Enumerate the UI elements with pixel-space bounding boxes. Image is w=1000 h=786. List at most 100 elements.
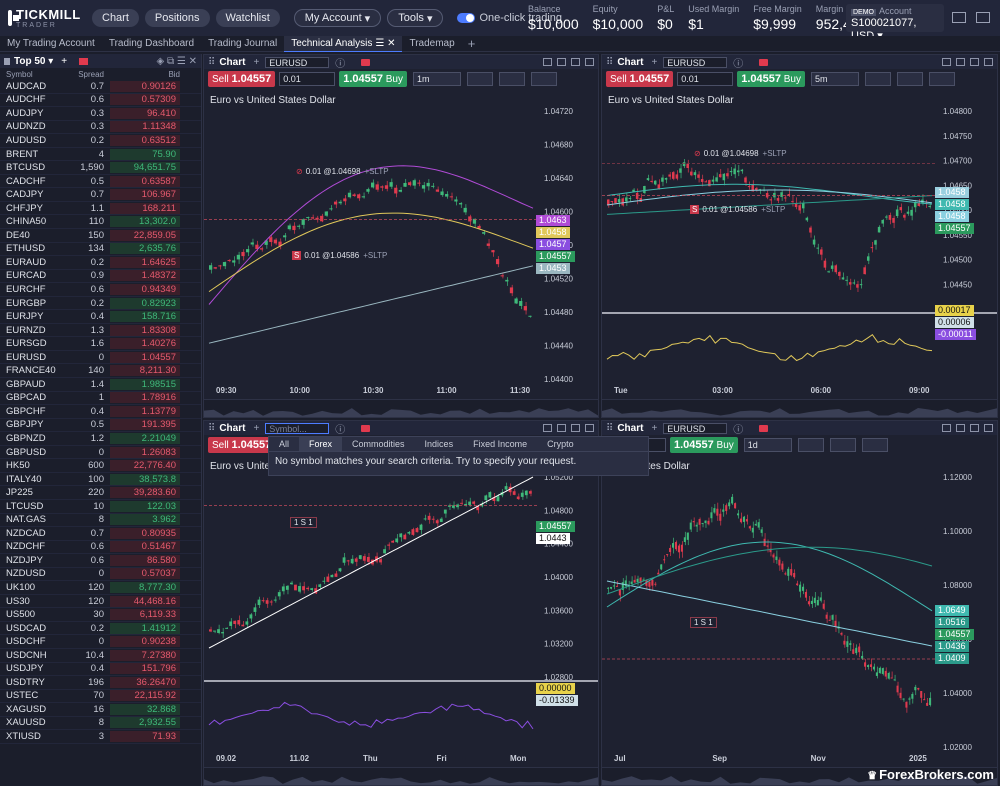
drawing-icon[interactable] xyxy=(929,72,955,86)
link-icon[interactable] xyxy=(942,58,951,66)
record-icon[interactable] xyxy=(361,58,371,66)
watchlist-row[interactable]: LTCUSD 10 122.03 xyxy=(0,500,201,514)
watchlist-row[interactable]: BTCUSD 1,590 94,651.75 xyxy=(0,161,201,175)
timeframe-select[interactable]: 1d xyxy=(743,438,792,452)
watchlist-row[interactable]: ETHUSD 134 2,635.76 xyxy=(0,243,201,257)
indicator-icon[interactable] xyxy=(897,72,923,86)
close-icon[interactable] xyxy=(585,424,594,432)
link-icon[interactable] xyxy=(543,58,552,66)
search-tab-crypto[interactable]: Crypto xyxy=(547,439,574,449)
tab-menu-icon[interactable]: ☰ ✕ xyxy=(375,37,396,49)
add-chart-icon[interactable]: + xyxy=(651,422,658,434)
tab-trading-dashboard[interactable]: Trading Dashboard xyxy=(108,38,195,49)
buy-button[interactable]: 1.04557 Buy xyxy=(737,71,805,87)
watchlist-row[interactable]: NAT.GAS 8 3.962 xyxy=(0,514,201,528)
timeframe-select[interactable]: 5m xyxy=(811,72,859,86)
info-icon[interactable]: ⓘ xyxy=(733,424,744,436)
symbol-input[interactable]: EURUSD xyxy=(265,56,330,68)
drag-icon[interactable]: ⠿ xyxy=(208,422,216,434)
chart-type-icon[interactable] xyxy=(797,438,824,452)
drag-icon[interactable]: ⠿ xyxy=(606,422,614,434)
drag-icon[interactable]: ⠿ xyxy=(606,56,614,68)
watchlist-row[interactable]: NZDUSD 0 0.57037 xyxy=(0,568,201,582)
watchlist-row[interactable]: USDCAD 0.2 1.41912 xyxy=(0,622,201,636)
positions-button[interactable]: Positions xyxy=(144,9,210,27)
search-tab-fixed-income[interactable]: Fixed Income xyxy=(473,439,528,449)
watchlist-row[interactable]: EURJPY 0.4 158.716 xyxy=(0,310,201,324)
chart-type-icon[interactable] xyxy=(467,72,493,86)
fullscreen-icon[interactable] xyxy=(976,12,990,23)
add-tab-icon[interactable]: + xyxy=(467,36,476,51)
record-icon[interactable] xyxy=(759,58,769,66)
tab-trademap[interactable]: Trademap xyxy=(409,38,455,49)
settings-icon[interactable]: ◈ ⧉ ☰ ✕ xyxy=(156,55,197,67)
search-tab-commodities[interactable]: Commodities xyxy=(352,439,405,449)
indicator-icon[interactable] xyxy=(499,72,525,86)
watchlist-row[interactable]: NZDJPY 0.6 86.580 xyxy=(0,554,201,568)
watchlist-row[interactable]: GBPCHF 0.4 1.13779 xyxy=(0,405,201,419)
price-chart[interactable]: 1.120001.100001.080001.060001.040001.020… xyxy=(602,457,997,767)
menu-icon[interactable] xyxy=(970,424,979,432)
copy-icon[interactable] xyxy=(557,424,566,432)
watchlist-row[interactable]: AUDUSD 0.2 0.63512 xyxy=(0,134,201,148)
record-icon[interactable] xyxy=(361,424,371,432)
watchlist-row[interactable]: XAUUSD 8 2,932.55 xyxy=(0,717,201,731)
watchlist-row[interactable]: EURAUD 0.2 1.64625 xyxy=(0,256,201,270)
menu-icon[interactable] xyxy=(970,58,979,66)
watchlist-row[interactable]: UK100 120 8,777.30 xyxy=(0,581,201,595)
my-account-dropdown[interactable]: My Account ▾ xyxy=(293,9,382,27)
watchlist-row[interactable]: USDCNH 10.4 7.27380 xyxy=(0,649,201,663)
menu-icon[interactable] xyxy=(571,58,580,66)
watchlist-row[interactable]: CADCHF 0.5 0.63587 xyxy=(0,175,201,189)
buy-button[interactable]: 1.04557 Buy xyxy=(339,71,407,87)
chart-button[interactable]: Chart xyxy=(92,9,139,27)
symbol-input[interactable]: EURUSD xyxy=(663,56,728,68)
watchlist-row[interactable]: CADJPY 0.7 106.967 xyxy=(0,188,201,202)
link-icon[interactable] xyxy=(543,424,552,432)
position-tag[interactable]: S 0.01 @1.04586 +SLTP xyxy=(292,251,388,260)
link-icon[interactable] xyxy=(942,424,951,432)
watchlist-row[interactable]: EURSGD 1.6 1.40276 xyxy=(0,337,201,351)
price-chart[interactable]: 1.05200 1.04800 1.04400 1.04000 1.03600 1.032… xyxy=(204,457,598,767)
navigator-bar[interactable] xyxy=(602,767,997,785)
watchlist-row[interactable]: US500 30 6,119.33 xyxy=(0,608,201,622)
flag-icon[interactable] xyxy=(79,57,89,65)
info-icon[interactable]: ⓘ xyxy=(733,58,744,70)
watchlist-title[interactable]: Top 50 xyxy=(14,55,46,67)
watchlist-row[interactable]: EURUSD 0 1.04557 xyxy=(0,351,201,365)
watchlist-row[interactable]: DE40 150 22,859.05 xyxy=(0,229,201,243)
watchlist-row[interactable]: EURCAD 0.9 1.48372 xyxy=(0,270,201,284)
watchlist-row[interactable]: BRENT 4 75.90 xyxy=(0,148,201,162)
navigator-bar[interactable] xyxy=(602,399,997,417)
watchlist-row[interactable]: GBPNZD 1.2 2.21049 xyxy=(0,432,201,446)
search-tab-indices[interactable]: Indices xyxy=(424,439,454,449)
watchlist-row[interactable]: US30 120 44,468.16 xyxy=(0,595,201,609)
copy-icon[interactable] xyxy=(956,58,965,66)
watchlist-button[interactable]: Watchlist xyxy=(215,9,280,27)
copy-icon[interactable] xyxy=(557,58,566,66)
watchlist-row[interactable]: AUDCAD 0.7 0.90126 xyxy=(0,80,201,94)
watchlist-row[interactable]: USDJPY 0.4 151.796 xyxy=(0,663,201,677)
lot-size-select[interactable]: 0.01 xyxy=(677,72,734,86)
watchlist-row[interactable]: CHFJPY 1.1 168.211 xyxy=(0,202,201,216)
add-chart-icon[interactable]: + xyxy=(253,56,260,68)
close-icon[interactable] xyxy=(984,424,993,432)
drag-icon[interactable]: ⠿ xyxy=(208,56,216,68)
tab-technical-analysis[interactable]: Technical Analysis ☰ ✕ xyxy=(284,35,403,52)
timeframe-select[interactable]: 1m xyxy=(413,72,461,86)
add-chart-icon[interactable]: + xyxy=(253,422,260,434)
watchlist-row[interactable]: EURNZD 1.3 1.83308 xyxy=(0,324,201,338)
menu-icon[interactable] xyxy=(571,424,580,432)
position-tag[interactable]: ⊘ 0.01 @1.04698 +SLTP xyxy=(694,149,787,158)
watchlist-row[interactable]: JP225 220 39,283.60 xyxy=(0,486,201,500)
add-icon[interactable]: + xyxy=(61,55,68,67)
symbol-input[interactable]: EURUSD xyxy=(663,422,728,434)
watchlist-row[interactable]: AUDJPY 0.3 96.410 xyxy=(0,107,201,121)
copy-icon[interactable] xyxy=(956,424,965,432)
sell-button[interactable]: Sell 1.04557 xyxy=(606,71,674,87)
symbol-input[interactable]: Symbol... xyxy=(265,422,330,434)
chart-type-icon[interactable] xyxy=(865,72,891,86)
record-icon[interactable] xyxy=(759,424,769,432)
watchlist-row[interactable]: NZDCHF 0.6 0.51467 xyxy=(0,541,201,555)
watchlist-row[interactable]: ITALY40 100 38,573.8 xyxy=(0,473,201,487)
